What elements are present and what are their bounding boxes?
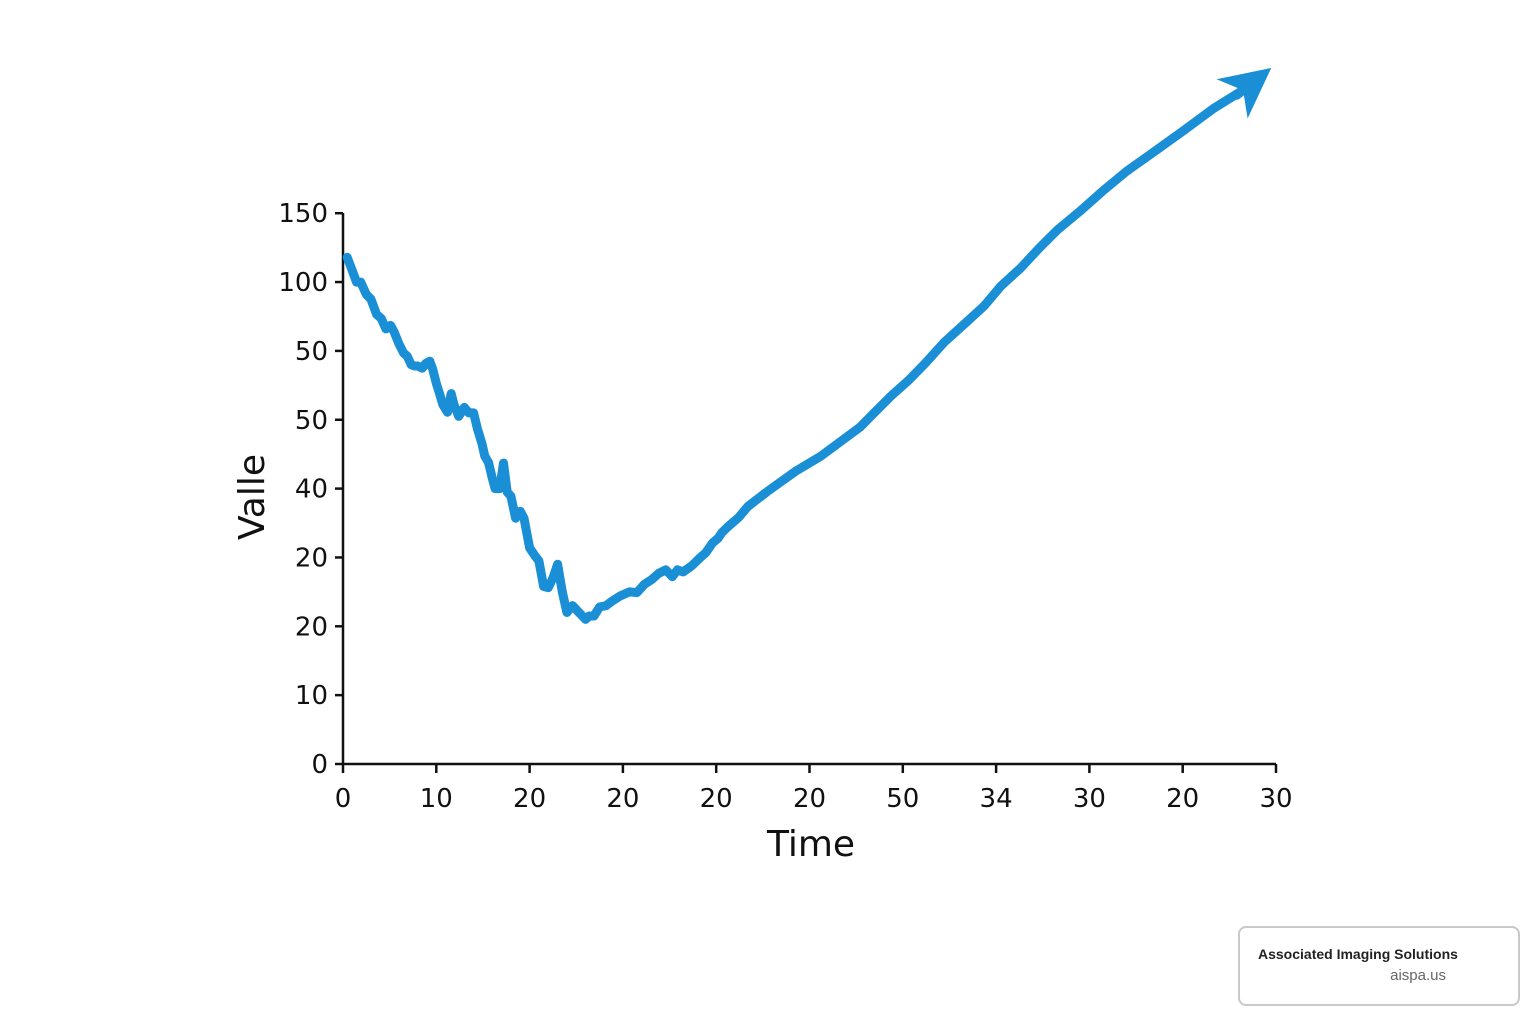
y-tick-label: 50 (295, 337, 328, 367)
y-tick-label: 20 (295, 543, 328, 573)
x-tick-label: 30 (1259, 784, 1292, 814)
x-tick-label: 34 (980, 784, 1013, 814)
x-tick-label: 20 (606, 784, 639, 814)
y-tick-label: 50 (295, 406, 328, 436)
x-tick-label: 50 (886, 784, 919, 814)
y-axis-title: Valle (232, 454, 273, 540)
y-tick-label: 150 (278, 199, 328, 229)
x-tick-label: 20 (1166, 784, 1199, 814)
x-axis-title: Time (766, 824, 855, 865)
x-axis-ticks: 0 10 20 20 20 20 50 34 30 20 30 (335, 764, 1293, 814)
x-tick-label: 10 (420, 784, 453, 814)
x-tick-label: 20 (700, 784, 733, 814)
attribution-card[interactable]: Associated Imaging Solutions aispa.us (1238, 926, 1520, 1006)
trend-arrowhead (1216, 67, 1272, 119)
y-tick-label: 20 (295, 612, 328, 642)
y-tick-label: 0 (311, 750, 328, 780)
y-tick-label: 40 (295, 475, 328, 505)
y-tick-label: 10 (295, 681, 328, 711)
x-tick-label: 0 (335, 784, 352, 814)
attribution-url[interactable]: aispa.us (1390, 967, 1446, 984)
y-axis-ticks: 0 10 20 20 40 50 50 100 150 (278, 199, 343, 780)
y-tick-label: 100 (278, 268, 328, 298)
x-tick-label: 30 (1073, 784, 1106, 814)
x-tick-label: 20 (793, 784, 826, 814)
attribution-name: Associated Imaging Solutions (1258, 946, 1458, 962)
series-group (342, 67, 1272, 624)
series-line (342, 84, 1249, 624)
x-tick-label: 20 (513, 784, 546, 814)
